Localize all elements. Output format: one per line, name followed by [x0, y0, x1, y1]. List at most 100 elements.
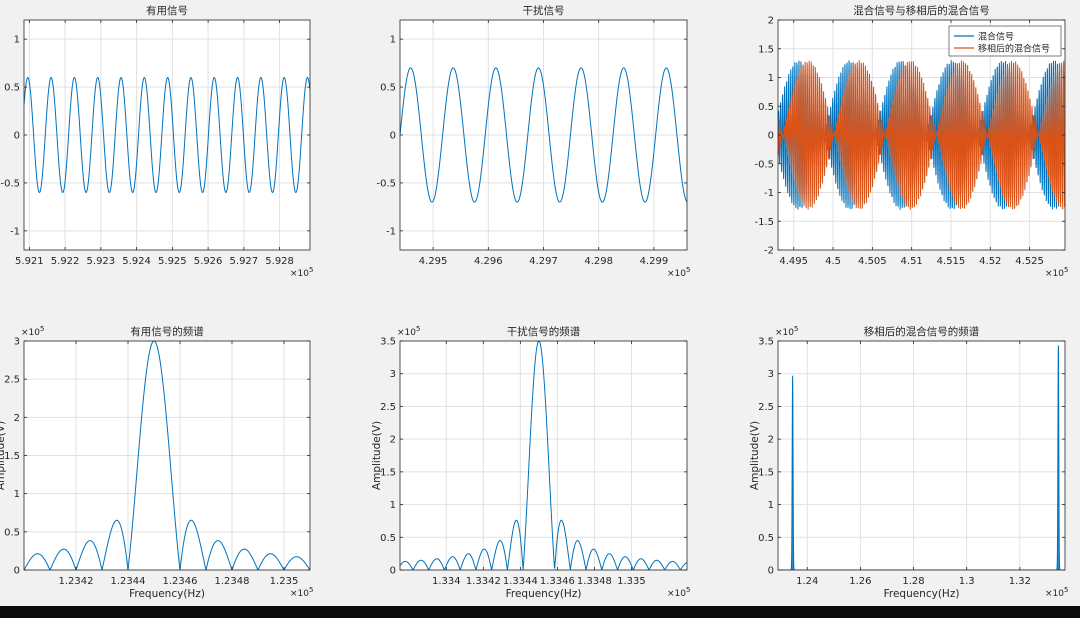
y-tick-label: 0.5	[758, 102, 774, 113]
x-tick-label: 5.928	[265, 256, 294, 267]
x-exponent: 5	[309, 586, 313, 594]
x-multiplier: ×10	[290, 589, 309, 599]
y-tick-label: 2	[390, 435, 396, 446]
x-tick-label: 5.926	[194, 256, 223, 267]
y-tick-label: 1	[14, 489, 20, 500]
x-tick-label: 4.495	[779, 256, 808, 267]
y-tick-label: -1	[10, 226, 20, 237]
y-tick-label: 0.5	[380, 533, 396, 544]
x-tick-label: 1.335	[617, 576, 646, 587]
y-tick-label: 0	[14, 566, 20, 577]
y-axis-label: Amplitude(V)	[0, 421, 7, 490]
y-tick-label: 0.5	[758, 533, 774, 544]
y-tick-label: -0.5	[376, 178, 396, 189]
y-tick-label: 1.5	[380, 467, 396, 478]
x-axis-label: Frequency(Hz)	[506, 588, 582, 600]
y-tick-label: 3.5	[758, 337, 774, 348]
x-exponent: 5	[309, 266, 313, 274]
x-tick-label: 5.925	[158, 256, 187, 267]
y-tick-label: -1.5	[754, 217, 774, 228]
x-tick-label: 1.334	[432, 576, 461, 587]
y-tick-label: 2.5	[758, 402, 774, 413]
x-tick-label: 5.921	[15, 256, 44, 267]
y-tick-label: 1	[14, 35, 20, 46]
x-tick-label: 1.3344	[503, 576, 538, 587]
x-tick-label: 4.52	[979, 256, 1001, 267]
plot-area	[400, 341, 687, 570]
x-exponent-label: ×105	[667, 586, 690, 599]
y-tick-label: 2.5	[4, 375, 20, 386]
legend-box	[948, 25, 1062, 57]
x-tick-label: 5.922	[51, 256, 80, 267]
x-tick-label: 4.525	[1015, 256, 1044, 267]
x-exponent: 5	[686, 586, 690, 594]
x-exponent-label: ×105	[290, 266, 313, 279]
x-tick-label: 5.924	[122, 256, 151, 267]
series-line-0	[24, 341, 310, 570]
y-exponent: 5	[40, 325, 44, 333]
y-tick-label: 3	[390, 369, 396, 380]
y-tick-label: 3.5	[380, 337, 396, 348]
x-axis-label: Frequency(Hz)	[884, 588, 960, 600]
x-tick-label: 4.299	[640, 256, 669, 267]
subplot-useful-spectrum: 1.2342 1.2344 1.2346 1.2348 1.235 0 0.5 1 1.5 2 2.…	[0, 325, 313, 600]
y-tick-label: 1	[768, 500, 774, 511]
x-tick-label: 1.24	[796, 576, 818, 587]
subplot-useful-signal: 5.921 5.922 5.923 5.924 5.925 5.926 5.927 5.928…	[0, 4, 313, 279]
x-multiplier: ×10	[667, 589, 686, 599]
x-multiplier: ×10	[1045, 589, 1064, 599]
subplot-title: 混合信号与移相后的混合信号	[853, 4, 990, 17]
y-tick-label: 1	[390, 500, 396, 511]
x-tick-label: 4.298	[584, 256, 613, 267]
y-multiplier: ×10	[775, 328, 794, 338]
y-tick-label: -1	[386, 226, 396, 237]
axes-box	[399, 340, 688, 571]
y-tick-label: 0	[768, 566, 774, 577]
y-tick-label: -0.5	[0, 178, 20, 189]
y-multiplier: ×10	[397, 328, 416, 338]
x-exponent-label: ×105	[1045, 266, 1068, 279]
y-exponent: 5	[794, 325, 798, 333]
y-tick-label: 2.5	[380, 402, 396, 413]
y-tick-label: -0.5	[754, 159, 774, 170]
series-line-0	[400, 341, 687, 570]
y-tick-label: 3	[768, 369, 774, 380]
y-tick-label: 2	[768, 435, 774, 446]
y-tick-label: 1.5	[758, 44, 774, 55]
axes-box	[777, 340, 1066, 571]
screen-bottom-edge	[0, 606, 1080, 618]
y-tick-label: 2	[768, 16, 774, 27]
x-tick-label: 1.2346	[163, 576, 198, 587]
x-exponent-label: ×105	[290, 586, 313, 599]
subplot-shifted-mixed-spectrum: 1.24 1.26 1.28 1.3 1.32 0 0.5 1 1.5 2 2.5 3 3.5 移相后的混…	[749, 325, 1068, 600]
x-tick-label: 1.235	[270, 576, 299, 587]
x-tick-label: 1.3	[959, 576, 975, 587]
x-tick-label: 1.3348	[577, 576, 612, 587]
x-tick-label: 4.505	[858, 256, 887, 267]
subplot-title: 干扰信号	[523, 4, 565, 17]
x-multiplier: ×10	[667, 269, 686, 279]
y-exponent-label: ×105	[21, 325, 44, 338]
x-tick-label: 5.923	[87, 256, 116, 267]
subplot-title: 有用信号的频谱	[130, 325, 204, 338]
subplot-title: 干扰信号的频谱	[507, 325, 581, 338]
x-tick-label: 5.927	[230, 256, 259, 267]
y-tick-label: 1	[768, 73, 774, 84]
y-axis-label: Amplitude(V)	[749, 421, 761, 490]
y-tick-label: 0	[768, 131, 774, 142]
y-tick-label: -1	[764, 188, 774, 199]
x-tick-label: 1.3342	[466, 576, 501, 587]
y-tick-label: 1.5	[4, 451, 20, 462]
x-axis-label: Frequency(Hz)	[129, 588, 205, 600]
x-tick-label: 4.297	[529, 256, 558, 267]
x-exponent: 5	[1064, 266, 1068, 274]
y-exponent-label: ×105	[397, 325, 420, 338]
legend-entry-1: 移相后的混合信号	[978, 43, 1050, 55]
y-multiplier: ×10	[21, 328, 40, 338]
subplot-interference-spectrum: 1.334 1.3342 1.3344 1.3346 1.3348 1.335 0 0.5 1 1…	[371, 325, 690, 600]
subplot-title: 有用信号	[146, 4, 188, 17]
y-tick-label: 0.5	[4, 83, 20, 94]
